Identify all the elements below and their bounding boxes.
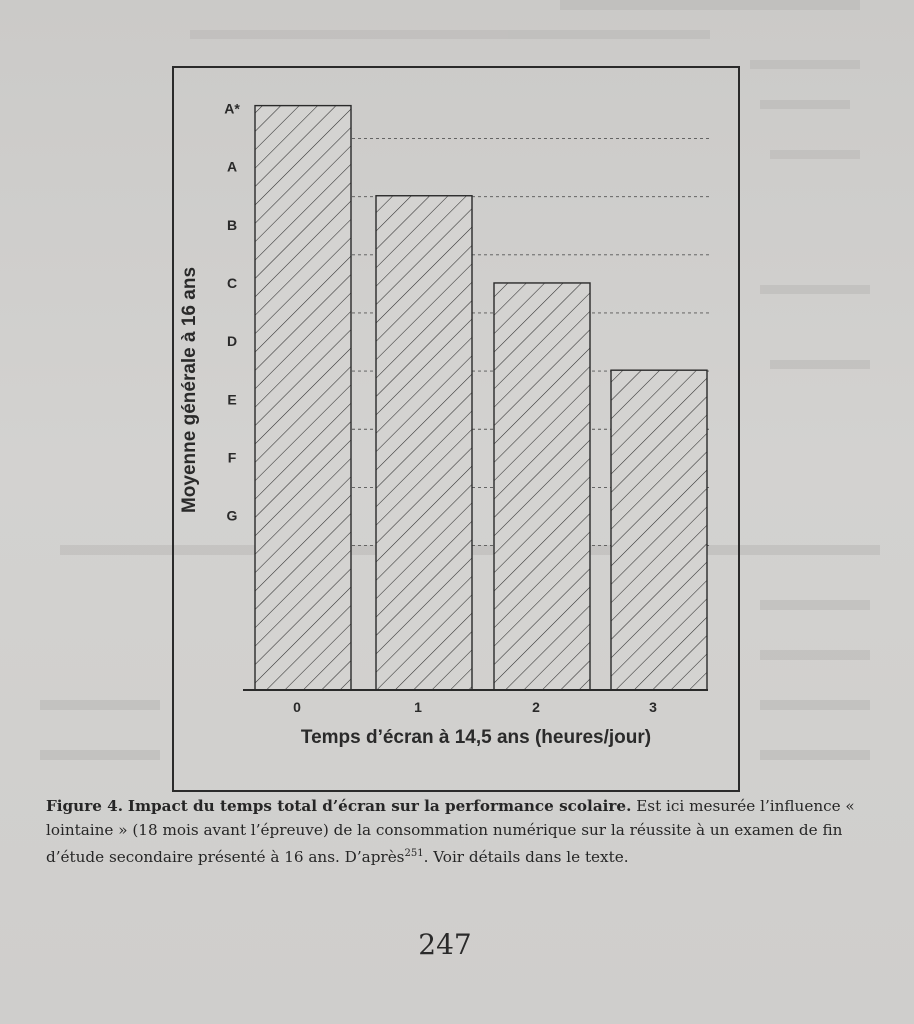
bars — [254, 104, 708, 691]
y-tick-label: B — [227, 217, 237, 233]
y-tick-label: E — [227, 391, 236, 407]
bar-2 — [493, 282, 591, 691]
caption-text-end: . Voir détails dans le texte. — [423, 848, 629, 867]
y-axis-label: Moyenne générale à 16 ans — [179, 267, 200, 513]
y-tick-label: C — [227, 275, 237, 291]
x-axis-label: Temps d’écran à 14,5 ans (heures/jour) — [301, 727, 651, 748]
x-tick-label: 3 — [649, 699, 657, 715]
y-tick-labels: G F E D C B A A* — [224, 101, 240, 524]
chart-frame — [172, 66, 740, 792]
x-tick-label: 1 — [414, 699, 422, 715]
figure-caption: Figure 4. Impact du temps total d’écran … — [46, 794, 876, 869]
caption-reference: 251 — [404, 848, 424, 859]
page-number: 247 — [418, 928, 472, 961]
caption-title: Impact du temps total d’écran sur la per… — [127, 797, 632, 815]
bar-0 — [254, 104, 352, 691]
y-tick-label: D — [227, 333, 237, 349]
x-tick-labels: 0 1 2 3 — [293, 699, 657, 715]
y-tick-label: A* — [224, 101, 240, 117]
y-tick-label: A — [227, 159, 237, 175]
x-tick-label: 2 — [532, 699, 540, 715]
y-tick-label: F — [228, 449, 237, 465]
caption-label: Figure 4. — [46, 797, 124, 815]
bar-1 — [375, 195, 473, 691]
y-tick-label: G — [227, 508, 238, 524]
bar-3 — [610, 369, 708, 691]
caption-text: Est ici mesurée l’influence « lointaine … — [46, 797, 855, 867]
x-tick-label: 0 — [293, 699, 301, 715]
